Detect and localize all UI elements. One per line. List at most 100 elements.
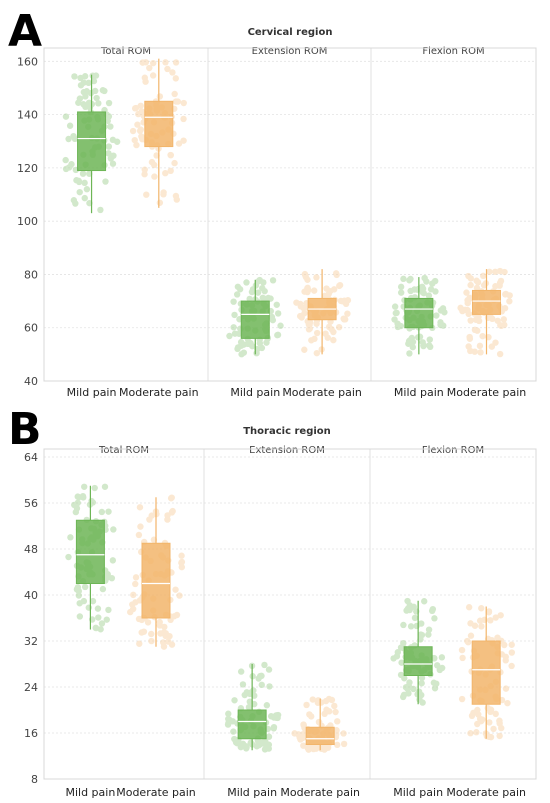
box-iqr xyxy=(75,519,105,584)
data-point xyxy=(508,641,515,648)
data-point xyxy=(274,331,281,339)
data-point xyxy=(141,166,148,173)
data-point xyxy=(303,701,310,709)
data-point xyxy=(433,312,440,319)
data-point xyxy=(504,699,511,707)
data-point xyxy=(467,317,474,324)
data-point xyxy=(263,339,270,346)
data-point xyxy=(332,270,340,277)
data-point xyxy=(85,79,92,87)
data-point xyxy=(400,621,407,629)
data-point xyxy=(465,604,473,611)
facet-title: Flexion ROM xyxy=(422,46,484,57)
data-point xyxy=(65,553,72,561)
data-point xyxy=(72,508,80,516)
data-point xyxy=(313,274,320,281)
data-point xyxy=(98,508,106,516)
data-point xyxy=(180,115,187,123)
data-point xyxy=(496,717,503,725)
data-point xyxy=(342,316,349,323)
data-point xyxy=(431,685,439,692)
data-point xyxy=(230,324,237,331)
data-point xyxy=(478,605,485,612)
data-point xyxy=(418,283,426,290)
data-point xyxy=(310,287,318,294)
data-point xyxy=(77,74,84,82)
data-point xyxy=(168,494,175,501)
data-point xyxy=(487,617,494,624)
data-point xyxy=(67,534,74,541)
data-point xyxy=(102,178,109,185)
data-point xyxy=(408,334,416,342)
y-tick-label: 64 xyxy=(24,451,38,464)
box-iqr xyxy=(77,111,107,172)
data-point xyxy=(250,687,257,694)
data-point xyxy=(332,708,339,716)
data-point xyxy=(300,721,307,728)
data-point xyxy=(136,640,143,647)
data-point xyxy=(178,552,185,559)
data-point xyxy=(475,711,482,718)
data-point xyxy=(336,281,344,289)
y-tick-label: 24 xyxy=(24,681,38,694)
data-point xyxy=(467,632,475,639)
data-point xyxy=(243,744,250,751)
data-point xyxy=(439,305,447,312)
data-point xyxy=(149,72,157,79)
data-point xyxy=(463,289,470,296)
data-point xyxy=(164,512,171,519)
data-point xyxy=(397,644,405,651)
data-point xyxy=(496,279,504,287)
data-point xyxy=(132,574,140,581)
data-point xyxy=(421,598,428,605)
data-point xyxy=(479,716,486,723)
y-tick-label: 60 xyxy=(24,322,38,335)
data-point xyxy=(75,592,83,599)
panel-a-title: Cervical region xyxy=(248,27,333,38)
data-point xyxy=(132,580,139,588)
box-moderate-pain xyxy=(129,58,187,208)
data-point xyxy=(484,314,492,321)
data-point xyxy=(92,87,99,95)
data-point xyxy=(98,620,106,627)
data-point xyxy=(485,609,493,616)
data-point xyxy=(261,287,268,295)
data-point xyxy=(167,167,174,175)
data-point xyxy=(246,698,254,705)
data-point xyxy=(141,171,148,178)
data-point xyxy=(475,313,482,321)
data-point xyxy=(425,292,433,299)
data-point xyxy=(172,75,180,82)
data-point xyxy=(501,321,508,329)
data-point xyxy=(492,339,499,346)
y-tick-label: 56 xyxy=(24,497,38,510)
data-point xyxy=(266,683,273,690)
x-tick-label: Mild pain xyxy=(394,386,444,399)
data-point xyxy=(465,272,472,280)
data-point xyxy=(103,574,111,581)
box-mild-pain xyxy=(226,276,284,358)
data-point xyxy=(429,280,436,287)
data-point xyxy=(175,140,183,147)
data-point xyxy=(486,719,493,726)
data-point xyxy=(236,286,244,293)
data-point xyxy=(110,526,117,533)
data-point xyxy=(133,141,140,149)
data-point xyxy=(301,288,308,295)
data-point xyxy=(467,281,474,289)
data-point xyxy=(226,332,233,340)
data-point xyxy=(148,637,155,645)
box-iqr xyxy=(403,646,433,676)
data-point xyxy=(161,623,168,631)
data-point xyxy=(172,586,179,593)
data-point xyxy=(105,150,112,157)
data-point xyxy=(416,696,423,703)
plot-frame xyxy=(43,448,537,780)
data-point xyxy=(476,342,484,350)
data-point xyxy=(62,165,70,173)
data-point xyxy=(162,169,169,177)
data-point xyxy=(245,340,252,347)
data-point xyxy=(391,303,399,310)
data-point xyxy=(146,64,153,72)
data-point xyxy=(132,104,140,112)
